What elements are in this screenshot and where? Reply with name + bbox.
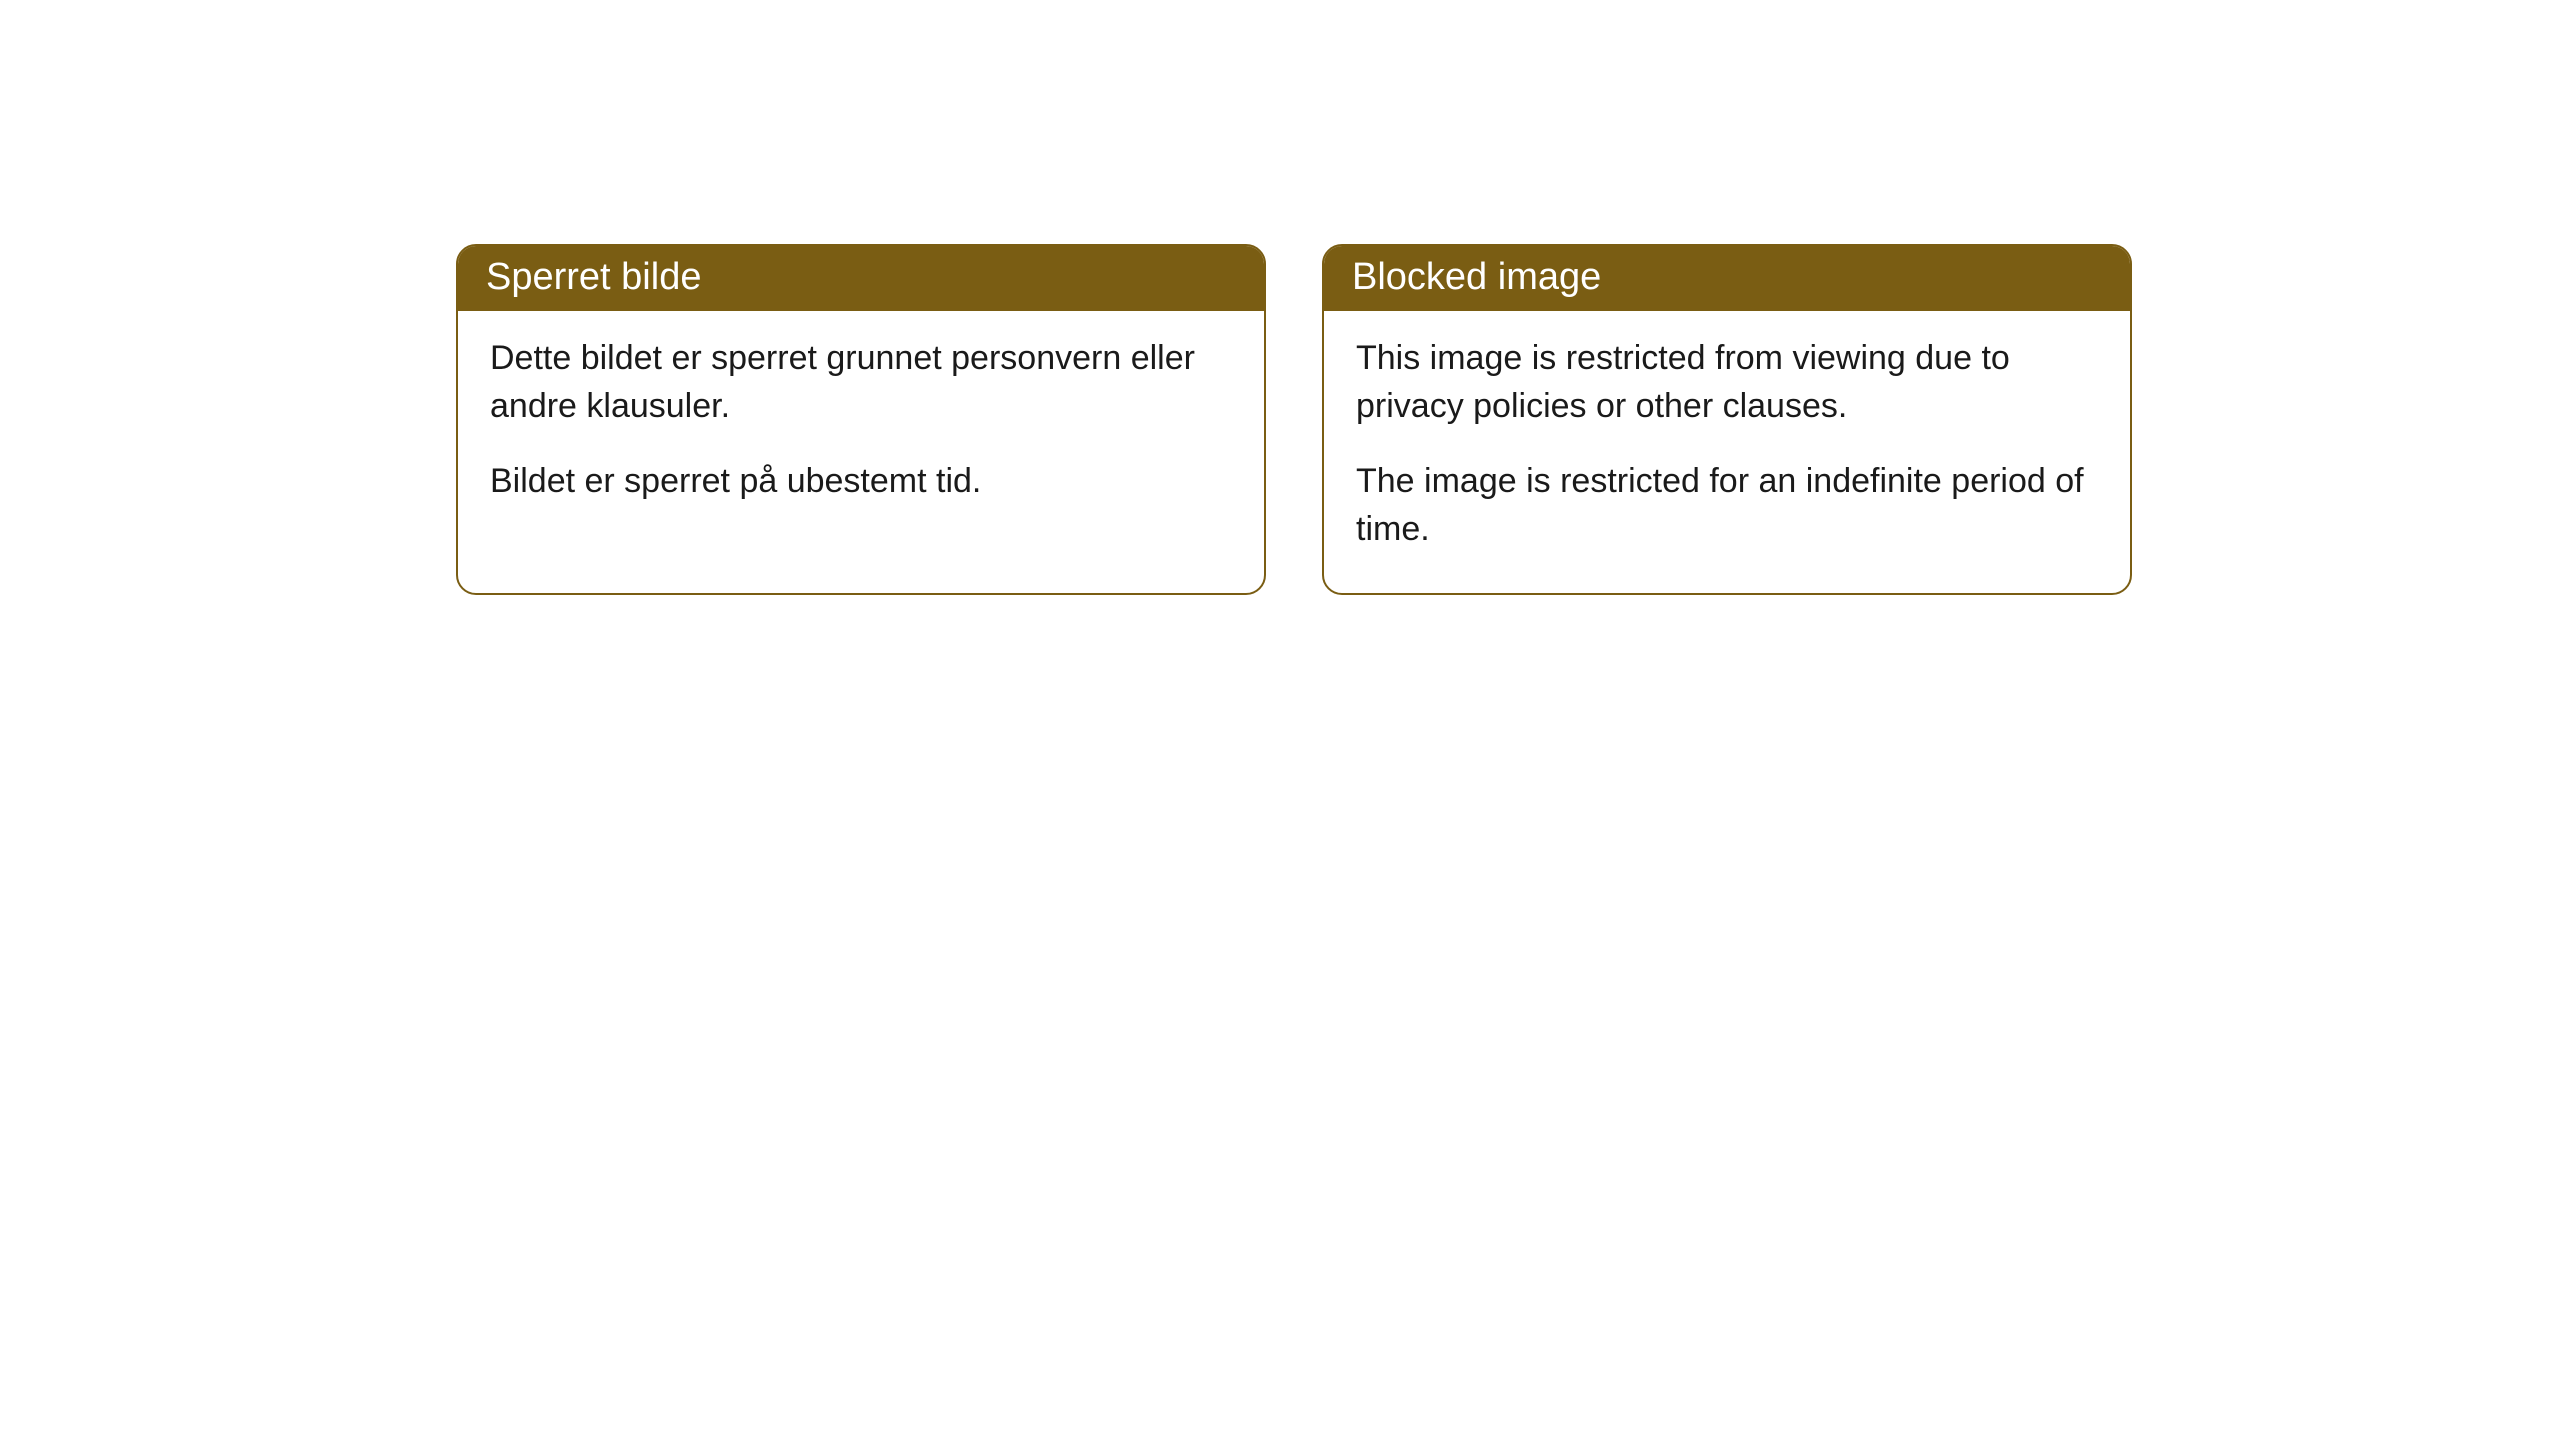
notice-paragraph: Bildet er sperret på ubestemt tid. — [490, 458, 1232, 506]
notice-container: Sperret bilde Dette bildet er sperret gr… — [456, 244, 2132, 595]
card-body: Dette bildet er sperret grunnet personve… — [458, 311, 1264, 546]
card-body: This image is restricted from viewing du… — [1324, 311, 2130, 593]
notice-paragraph: This image is restricted from viewing du… — [1356, 335, 2098, 430]
card-header: Sperret bilde — [458, 246, 1264, 311]
notice-card-english: Blocked image This image is restricted f… — [1322, 244, 2132, 595]
notice-paragraph: The image is restricted for an indefinit… — [1356, 458, 2098, 553]
notice-card-norwegian: Sperret bilde Dette bildet er sperret gr… — [456, 244, 1266, 595]
notice-paragraph: Dette bildet er sperret grunnet personve… — [490, 335, 1232, 430]
card-header: Blocked image — [1324, 246, 2130, 311]
